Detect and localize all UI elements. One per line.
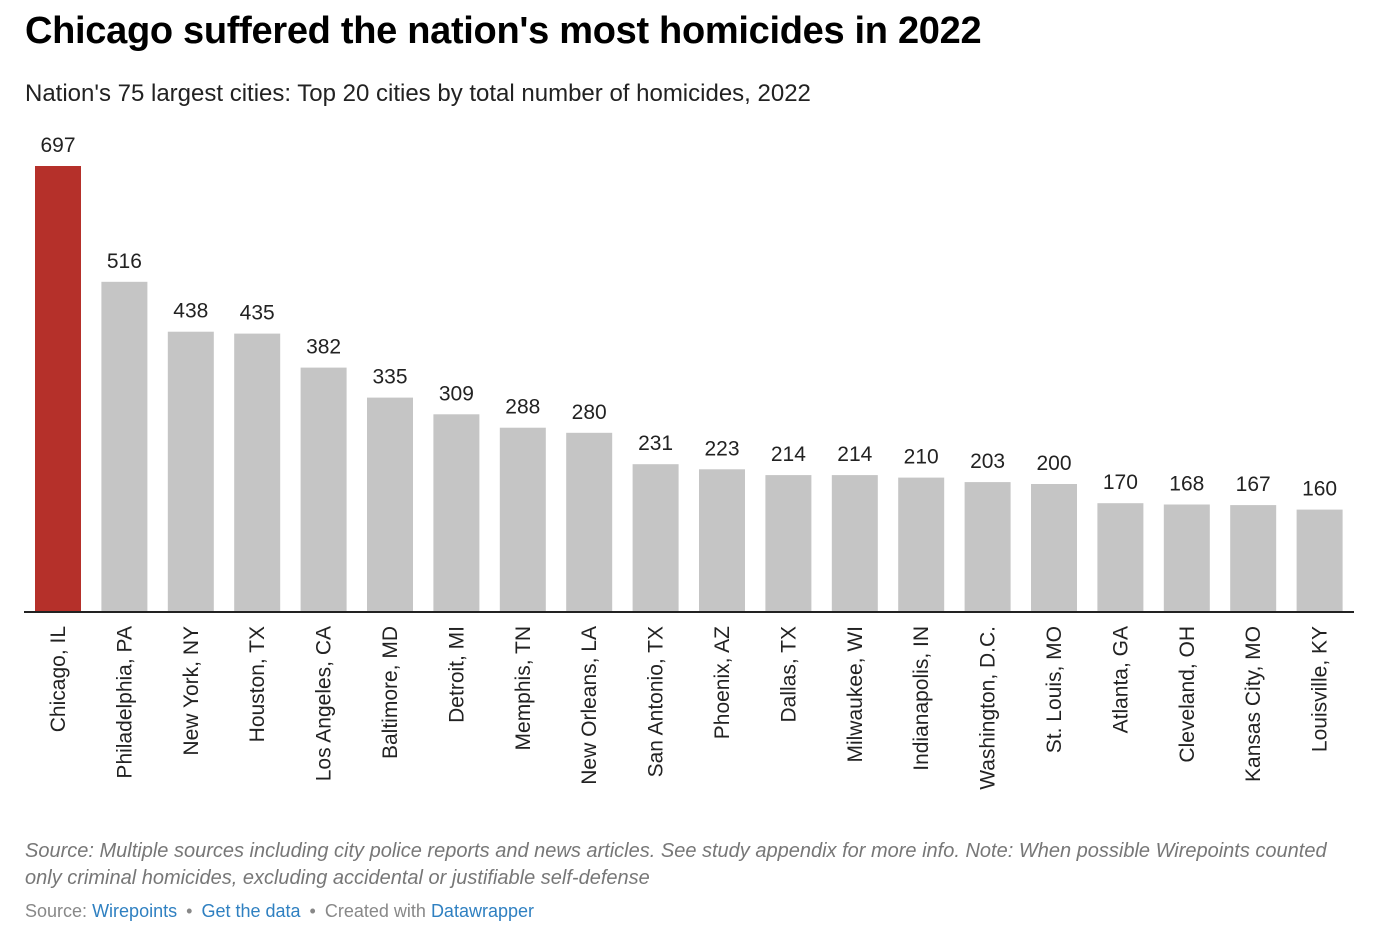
value-label-5: 335: [372, 366, 407, 389]
bar-10: [699, 469, 745, 612]
category-label-4: Los Angeles, CA: [313, 626, 336, 781]
footer: Source: Wirepoints • Get the data • Crea…: [25, 901, 534, 922]
bars-group: [35, 166, 1343, 612]
value-label-18: 167: [1236, 473, 1271, 496]
footer-created-prefix: Created with: [324, 901, 426, 921]
footer-separator: •: [186, 901, 193, 921]
category-label-12: Milwaukee, WI: [844, 626, 867, 763]
bar-1: [101, 281, 148, 612]
value-label-13: 210: [904, 446, 939, 469]
value-label-8: 280: [572, 401, 607, 424]
value-label-11: 214: [771, 443, 806, 466]
value-label-19: 160: [1302, 478, 1337, 501]
datawrapper-link[interactable]: Datawrapper: [430, 901, 534, 921]
category-label-9: San Antonio, TX: [645, 626, 668, 777]
value-labels-group: 697 516 438 435 382 335 309 288 280 231 223 214 214 2…: [40, 134, 1337, 501]
value-label-16: 170: [1103, 471, 1138, 494]
category-label-13: Indianapolis, IN: [910, 626, 933, 771]
category-label-6: Detroit, MI: [445, 626, 468, 723]
category-label-1: Philadelphia, PA: [113, 626, 136, 779]
category-label-0: Chicago, IL: [47, 626, 70, 732]
bar-5: [367, 397, 413, 612]
value-label-0: 697: [40, 134, 75, 157]
bar-3: [234, 333, 281, 612]
category-label-15: St. Louis, MO: [1043, 626, 1066, 753]
value-label-6: 309: [439, 382, 474, 405]
chart-subtitle: Nation's 75 largest cities: Top 20 citie…: [25, 80, 811, 107]
bar-11: [765, 475, 812, 612]
value-label-1: 516: [107, 250, 142, 273]
bar-12: [831, 475, 878, 612]
category-label-16: Atlanta, GA: [1109, 626, 1132, 733]
get-the-data-link[interactable]: Get the data: [201, 901, 301, 921]
category-label-17: Cleveland, OH: [1176, 626, 1199, 763]
bar-17: [1163, 504, 1210, 612]
value-label-7: 288: [505, 396, 540, 419]
category-label-14: Washington, D.C.: [977, 626, 1000, 790]
category-labels-group: Chicago, IL Philadelphia, PA New York, NY H…: [47, 626, 1332, 790]
bar-19: [1296, 509, 1343, 612]
bar-2: [167, 331, 214, 612]
bar-4: [300, 367, 347, 612]
value-label-12: 214: [837, 443, 872, 466]
bar-18: [1230, 505, 1277, 612]
bar-16: [1097, 503, 1144, 612]
bar-chart: 697 516 438 435 382 335 309 288 280 231 223 214 214 2…: [24, 134, 1354, 790]
value-label-15: 200: [1036, 452, 1071, 475]
value-label-4: 382: [306, 336, 341, 359]
bar-0: [35, 166, 81, 612]
footer-separator: •: [309, 901, 316, 921]
chart-title: Chicago suffered the nation's most homic…: [25, 10, 982, 52]
category-label-7: Memphis, TN: [512, 626, 535, 750]
category-label-18: Kansas City, MO: [1242, 626, 1265, 782]
category-label-2: New York, NY: [180, 626, 203, 756]
value-label-17: 168: [1169, 473, 1204, 496]
bar-14: [964, 482, 1011, 612]
value-label-9: 231: [638, 432, 673, 455]
bar-6: [433, 414, 480, 612]
bar-7: [499, 427, 546, 612]
wirepoints-link[interactable]: Wirepoints: [92, 901, 178, 921]
category-label-8: New Orleans, LA: [578, 626, 601, 785]
bar-8: [566, 432, 613, 612]
value-label-3: 435: [240, 302, 275, 325]
category-label-19: Louisville, KY: [1309, 626, 1332, 752]
bar-13: [898, 477, 945, 612]
category-label-10: Phoenix, AZ: [711, 626, 734, 739]
value-label-10: 223: [704, 437, 739, 460]
category-label-5: Baltimore, MD: [379, 626, 402, 759]
value-label-14: 203: [970, 450, 1005, 473]
category-label-11: Dallas, TX: [777, 626, 800, 722]
value-label-2: 438: [173, 300, 208, 323]
category-label-3: Houston, TX: [246, 626, 269, 742]
footer-source-prefix: Source:: [25, 901, 88, 921]
bar-9: [632, 464, 679, 612]
source-note: Source: Multiple sources including city …: [25, 840, 1327, 889]
bar-15: [1031, 484, 1077, 612]
